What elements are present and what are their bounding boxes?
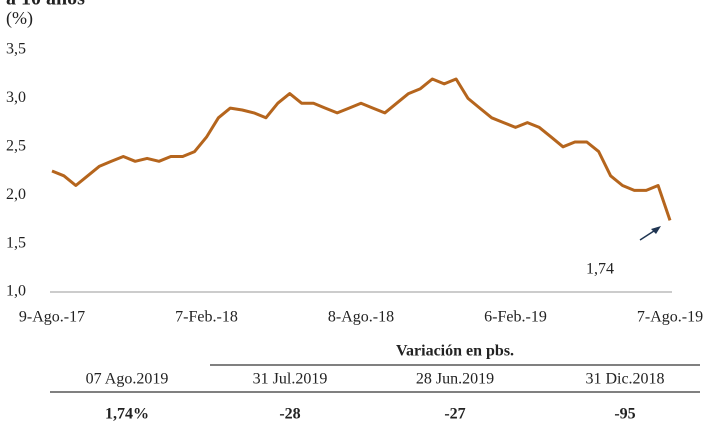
x-tick-label: 7-Feb.-18 bbox=[175, 309, 238, 326]
table-column-header: 31 Dic.2018 bbox=[585, 371, 664, 388]
table-column-header: 07 Ago.2019 bbox=[86, 371, 169, 388]
x-tick-label: 7-Ago.-19 bbox=[637, 309, 703, 326]
annotation: 1,74 bbox=[586, 261, 614, 278]
x-tick-label: 6-Feb.-19 bbox=[484, 309, 547, 326]
x-tick-label: 9-Ago.-17 bbox=[19, 309, 85, 326]
chart-title: a 10 años bbox=[6, 0, 85, 10]
table-column-header: 31 Jul.2019 bbox=[253, 371, 328, 388]
table-cell: -95 bbox=[614, 406, 635, 423]
y-axis-unit: (%) bbox=[6, 8, 33, 29]
y-tick-label: 3,0 bbox=[6, 89, 26, 106]
table-cell: -27 bbox=[444, 406, 465, 423]
data-line bbox=[51, 77, 672, 221]
x-tick-label: 8-Ago.-18 bbox=[328, 309, 394, 326]
y-tick-label: 1,5 bbox=[6, 234, 26, 251]
table-group-header: Variación en pbs. bbox=[396, 343, 514, 360]
y-tick-label: 1,0 bbox=[6, 283, 26, 300]
arrow-head bbox=[651, 226, 661, 234]
table-column-header: 28 Jun.2019 bbox=[416, 371, 494, 388]
table-cell: 1,74% bbox=[105, 406, 149, 423]
table-cell: -28 bbox=[279, 406, 300, 423]
y-tick-label: 2,0 bbox=[6, 186, 26, 203]
y-tick-label: 2,5 bbox=[6, 137, 26, 154]
y-tick-label: 3,5 bbox=[6, 41, 26, 58]
